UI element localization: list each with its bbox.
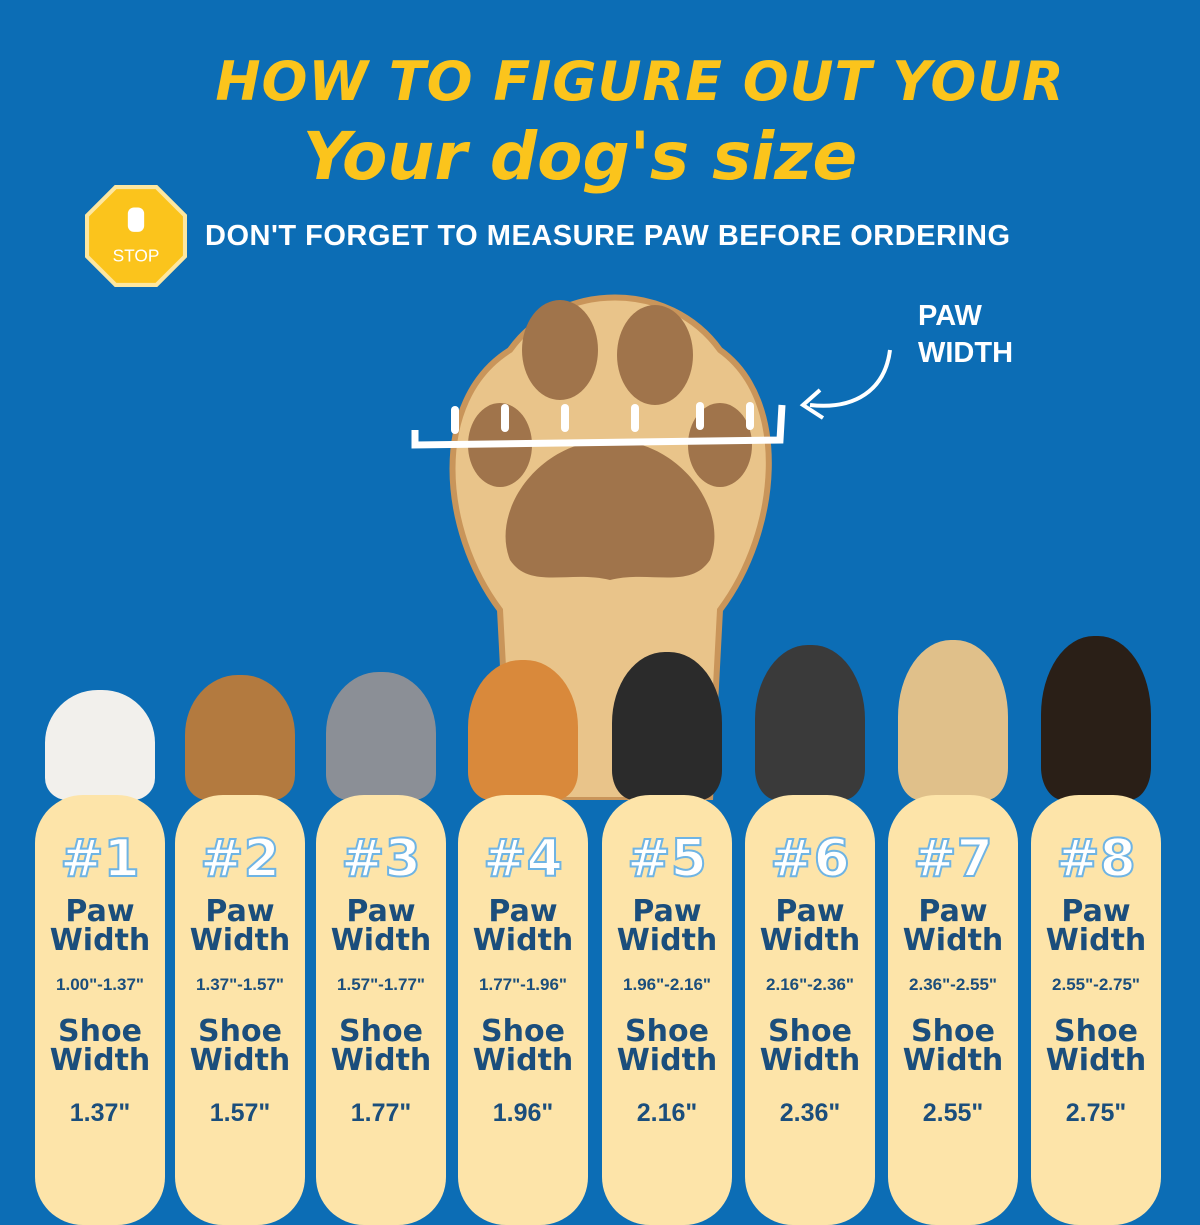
size-number: #5 bbox=[626, 828, 708, 890]
width-label: Width bbox=[616, 1043, 718, 1078]
paw-width-heading: Paw Width bbox=[458, 894, 588, 958]
shoe-width-heading: Shoe Width bbox=[602, 1014, 732, 1078]
size-card: #3 Paw Width 1.57"-1.77" Shoe Width 1.77" bbox=[316, 795, 446, 1225]
size-number: #6 bbox=[769, 828, 851, 890]
shoe-label: Shoe bbox=[339, 1014, 423, 1049]
paw-width-heading: Paw Width bbox=[888, 894, 1018, 958]
shoe-width-heading: Shoe Width bbox=[888, 1014, 1018, 1078]
dog-photo bbox=[468, 660, 578, 800]
size-number: #1 bbox=[59, 828, 141, 890]
paw-range: 1.37"-1.57" bbox=[196, 975, 284, 994]
paw-label: Paw bbox=[488, 894, 558, 929]
width-label: Width bbox=[759, 1043, 861, 1078]
shoe-width-value: 2.75" bbox=[1065, 1099, 1127, 1127]
paw-label: Paw bbox=[918, 894, 988, 929]
paw-label: Paw bbox=[65, 894, 135, 929]
shoe-label: Shoe bbox=[481, 1014, 565, 1049]
paw-range: 1.57"-1.77" bbox=[337, 975, 425, 994]
shoe-width-heading: Shoe Width bbox=[745, 1014, 875, 1078]
width-label: Width bbox=[330, 923, 432, 958]
paw-width-heading: Paw Width bbox=[1031, 894, 1161, 958]
width-label: Width bbox=[759, 923, 861, 958]
shoe-width-heading: Shoe Width bbox=[1031, 1014, 1161, 1078]
dog-photo bbox=[326, 672, 436, 800]
shoe-label: Shoe bbox=[768, 1014, 852, 1049]
shoe-width-heading: Shoe Width bbox=[458, 1014, 588, 1078]
shoe-label: Shoe bbox=[58, 1014, 142, 1049]
shoe-width-value: 1.96" bbox=[492, 1099, 554, 1127]
paw-label: Paw bbox=[346, 894, 416, 929]
dog-photo bbox=[185, 675, 295, 800]
size-number: #3 bbox=[340, 828, 422, 890]
dog-photo bbox=[1041, 636, 1151, 800]
size-card: #2 Paw Width 1.37"-1.57" Shoe Width 1.57" bbox=[175, 795, 305, 1225]
paw-width-heading: Paw Width bbox=[175, 894, 305, 958]
size-card: #4 Paw Width 1.77"-1.96" Shoe Width 1.96" bbox=[458, 795, 588, 1225]
paw-width-heading: Paw Width bbox=[316, 894, 446, 958]
width-label: Width bbox=[616, 923, 718, 958]
arrow-icon bbox=[799, 349, 892, 420]
size-card: #7 Paw Width 2.36"-2.55" Shoe Width 2.55" bbox=[888, 795, 1018, 1225]
dog-photo bbox=[898, 640, 1008, 800]
paw-label: Paw bbox=[205, 894, 275, 929]
paw-width-heading: Paw Width bbox=[35, 894, 165, 958]
width-label: Width bbox=[49, 923, 151, 958]
paw-range: 1.77"-1.96" bbox=[479, 975, 567, 994]
shoe-width-heading: Shoe Width bbox=[35, 1014, 165, 1078]
reminder-text: DON'T FORGET TO MEASURE PAW BEFORE ORDER… bbox=[205, 220, 1011, 252]
shoe-width-value: 1.37" bbox=[69, 1099, 131, 1127]
width-label: Width bbox=[472, 923, 574, 958]
width-label: Width bbox=[472, 1043, 574, 1078]
size-card: #8 Paw Width 2.55"-2.75" Shoe Width 2.75" bbox=[1031, 795, 1161, 1225]
paw-range: 2.16"-2.36" bbox=[766, 975, 854, 994]
width-label: Width bbox=[1045, 1043, 1147, 1078]
dog-photo bbox=[45, 690, 155, 800]
title-line-1: HOW TO FIGURE OUT YOUR bbox=[215, 50, 1065, 113]
shoe-width-value: 2.16" bbox=[636, 1099, 698, 1127]
shoe-label: Shoe bbox=[1054, 1014, 1138, 1049]
size-number: #2 bbox=[199, 828, 281, 890]
shoe-width-heading: Shoe Width bbox=[175, 1014, 305, 1078]
shoe-width-value: 2.55" bbox=[922, 1099, 984, 1127]
paw-range: 1.00"-1.37" bbox=[56, 975, 144, 994]
stop-sign-text: STOP bbox=[113, 246, 160, 266]
dog-photo bbox=[755, 645, 865, 800]
paw-width-heading: Paw Width bbox=[745, 894, 875, 958]
size-number: #4 bbox=[482, 828, 564, 890]
shoe-width-value: 1.77" bbox=[350, 1099, 412, 1127]
shoe-label: Shoe bbox=[625, 1014, 709, 1049]
shoe-label: Shoe bbox=[198, 1014, 282, 1049]
width-label: Width bbox=[49, 1043, 151, 1078]
size-card: #5 Paw Width 1.96"-2.16" Shoe Width 2.16" bbox=[602, 795, 732, 1225]
title-line-2: Your dog's size bbox=[302, 118, 858, 195]
width-label: Width bbox=[902, 923, 1004, 958]
width-label: Width bbox=[1045, 923, 1147, 958]
width-label: Width bbox=[189, 923, 291, 958]
shoe-width-value: 1.57" bbox=[209, 1099, 271, 1127]
shoe-label: Shoe bbox=[911, 1014, 995, 1049]
paw-range: 2.36"-2.55" bbox=[909, 975, 997, 994]
paw-label: Paw bbox=[632, 894, 702, 929]
shoe-width-value: 2.36" bbox=[779, 1099, 841, 1127]
paw-width-heading: Paw Width bbox=[602, 894, 732, 958]
paw-label: Paw bbox=[1061, 894, 1131, 929]
size-number: #8 bbox=[1055, 828, 1137, 890]
width-label: Width bbox=[902, 1043, 1004, 1078]
shoe-width-heading: Shoe Width bbox=[316, 1014, 446, 1078]
width-label: Width bbox=[189, 1043, 291, 1078]
size-card: #1 Paw Width 1.00"-1.37" Shoe Width 1.37" bbox=[35, 795, 165, 1225]
paw-range: 1.96"-2.16" bbox=[623, 975, 711, 994]
size-card: #6 Paw Width 2.16"-2.36" Shoe Width 2.36" bbox=[745, 795, 875, 1225]
size-number: #7 bbox=[912, 828, 994, 890]
paw-width-label-line-2: WIDTH bbox=[918, 337, 1014, 369]
stop-sign-icon: STOP bbox=[85, 185, 187, 287]
paw-width-label-line-1: PAW bbox=[918, 300, 982, 332]
paw-width-label: PAW WIDTH bbox=[918, 298, 1013, 372]
paw-label: Paw bbox=[775, 894, 845, 929]
paw-range: 2.55"-2.75" bbox=[1052, 975, 1140, 994]
dog-photo bbox=[612, 652, 722, 800]
width-label: Width bbox=[330, 1043, 432, 1078]
